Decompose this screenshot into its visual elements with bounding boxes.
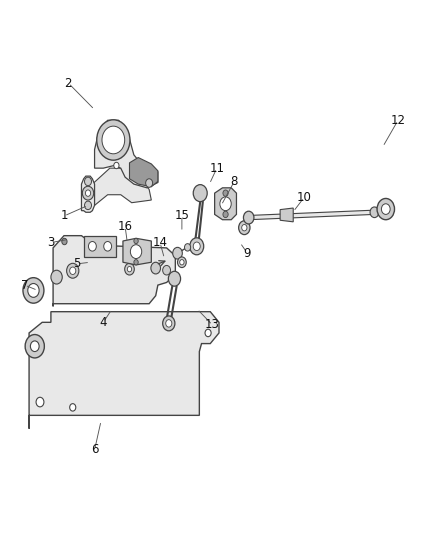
- Polygon shape: [130, 158, 158, 187]
- Polygon shape: [53, 236, 175, 306]
- Polygon shape: [280, 208, 293, 222]
- Circle shape: [70, 267, 76, 274]
- Circle shape: [370, 207, 379, 217]
- Text: 5: 5: [74, 257, 81, 270]
- Text: 1: 1: [60, 209, 68, 222]
- Circle shape: [193, 242, 200, 251]
- Circle shape: [134, 238, 138, 244]
- Circle shape: [168, 271, 180, 286]
- Text: 2: 2: [65, 77, 72, 90]
- Circle shape: [173, 247, 182, 259]
- Text: 6: 6: [91, 443, 98, 456]
- Circle shape: [177, 257, 186, 268]
- Circle shape: [82, 186, 94, 200]
- Circle shape: [223, 190, 228, 196]
- Text: 9: 9: [244, 247, 251, 260]
- Circle shape: [220, 197, 231, 211]
- Circle shape: [244, 211, 254, 224]
- Circle shape: [30, 341, 39, 352]
- Circle shape: [85, 201, 92, 209]
- Circle shape: [36, 397, 44, 407]
- Polygon shape: [123, 238, 151, 265]
- Polygon shape: [81, 176, 95, 212]
- Circle shape: [114, 163, 119, 168]
- Circle shape: [88, 241, 96, 251]
- Circle shape: [85, 190, 91, 196]
- Circle shape: [377, 198, 395, 220]
- Circle shape: [67, 263, 79, 278]
- Circle shape: [131, 245, 142, 259]
- Text: 8: 8: [230, 175, 238, 188]
- Text: 7: 7: [21, 279, 28, 292]
- Text: 15: 15: [174, 209, 189, 222]
- Circle shape: [151, 262, 160, 274]
- Circle shape: [162, 316, 175, 331]
- Circle shape: [134, 260, 138, 265]
- Circle shape: [51, 270, 62, 284]
- Circle shape: [127, 266, 132, 272]
- Circle shape: [184, 244, 191, 251]
- Text: 10: 10: [297, 191, 311, 204]
- Polygon shape: [215, 188, 237, 220]
- Circle shape: [25, 335, 44, 358]
- Circle shape: [23, 278, 44, 303]
- Circle shape: [166, 320, 172, 327]
- Text: 3: 3: [47, 236, 55, 249]
- Circle shape: [85, 177, 92, 185]
- Polygon shape: [95, 120, 158, 188]
- Text: 16: 16: [118, 220, 133, 233]
- Text: 13: 13: [205, 319, 220, 332]
- Polygon shape: [29, 312, 219, 429]
- Text: 4: 4: [99, 316, 107, 329]
- Text: 12: 12: [391, 114, 406, 127]
- Polygon shape: [249, 210, 374, 220]
- Circle shape: [190, 238, 204, 255]
- Circle shape: [28, 284, 39, 297]
- Circle shape: [146, 179, 152, 187]
- Circle shape: [223, 211, 228, 217]
- Circle shape: [239, 221, 250, 235]
- Circle shape: [102, 126, 125, 154]
- Text: 11: 11: [209, 161, 224, 175]
- Circle shape: [104, 241, 112, 251]
- Circle shape: [180, 260, 184, 265]
- Circle shape: [205, 329, 211, 337]
- Circle shape: [62, 238, 67, 245]
- Circle shape: [162, 265, 170, 275]
- Circle shape: [381, 204, 390, 214]
- Circle shape: [70, 403, 76, 411]
- Circle shape: [125, 263, 134, 275]
- Circle shape: [193, 184, 207, 201]
- Polygon shape: [92, 168, 151, 205]
- Circle shape: [242, 224, 247, 231]
- Circle shape: [97, 120, 130, 160]
- Polygon shape: [84, 236, 117, 257]
- Text: 14: 14: [152, 236, 168, 249]
